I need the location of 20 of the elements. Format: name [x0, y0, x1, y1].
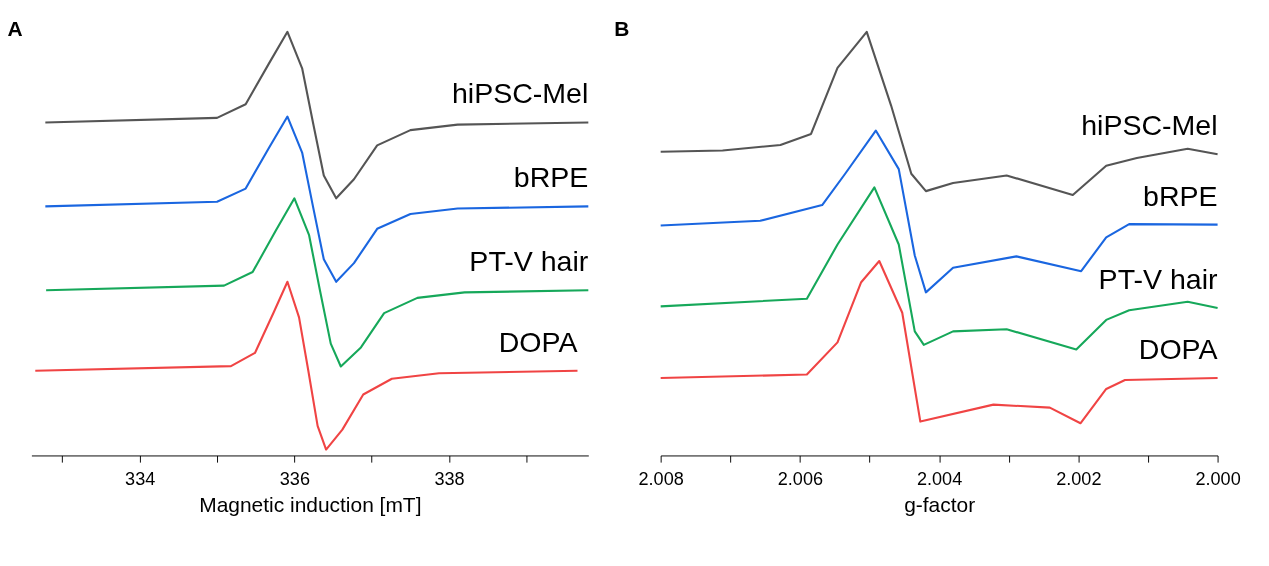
series-label: hiPSC-Mel	[1081, 109, 1218, 142]
chart-title: B	[614, 16, 630, 40]
series-label: bRPE	[1143, 179, 1218, 212]
series-label: PT-V hair	[469, 245, 589, 278]
x-tick-label: 336	[279, 468, 310, 489]
series-label: PT-V hair	[1098, 263, 1219, 296]
x-axis-title: g-factor	[904, 493, 976, 517]
x-tick-label: 2.008	[638, 468, 684, 489]
series-label: hiPSC-Mel	[451, 77, 589, 110]
series-label: DOPA	[1138, 332, 1218, 365]
chart-title: A	[7, 16, 23, 40]
x-axis-title: Magnetic induction [mT]	[199, 493, 422, 517]
x-tick-label: 2.002	[1056, 468, 1102, 489]
x-tick-label: 2.000	[1195, 468, 1241, 489]
x-tick-label: 334	[125, 468, 156, 489]
x-tick-label: 2.004	[916, 468, 963, 489]
x-tick-label: 338	[434, 468, 465, 489]
series-label: DOPA	[498, 325, 578, 358]
series-label: bRPE	[513, 161, 589, 194]
x-tick-label: 2.006	[777, 468, 824, 489]
